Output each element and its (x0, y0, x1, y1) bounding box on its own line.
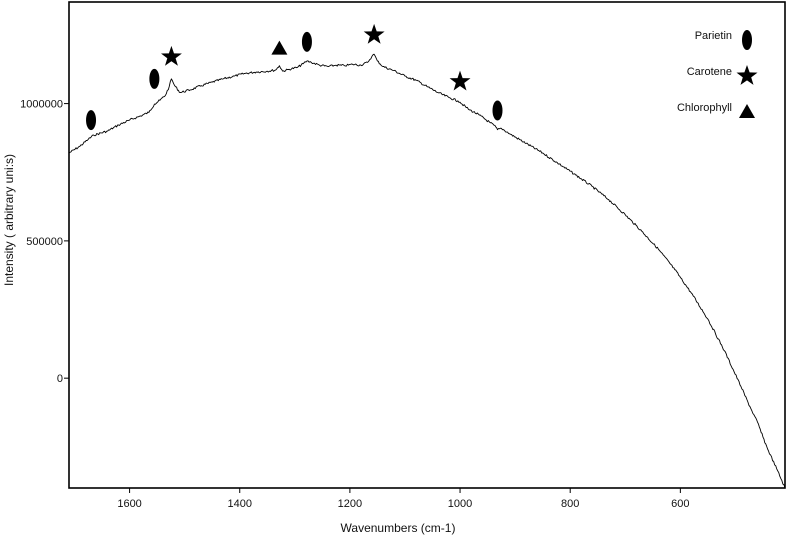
legend-entry-chlorophyll: Chlorophyll (677, 102, 755, 118)
x-tick-label: 1400 (227, 498, 251, 510)
parietin-ellipse-marker (301, 31, 312, 52)
y-tick-label: 1000000 (20, 99, 63, 111)
legend-parietin-ellipse-marker (742, 30, 752, 50)
legend-entry-parietin: Parietin (695, 30, 752, 50)
x-tick-label: 1000 (448, 498, 472, 510)
carotene-star-marker (161, 45, 182, 66)
legend: Parietin Carotene Chlorophyll (677, 30, 758, 118)
y-tick-label: 500000 (26, 236, 63, 248)
legend-chlorophyll-triangle-marker (739, 104, 755, 118)
legend-carotene-star-marker (736, 65, 758, 85)
legend-label: Chlorophyll (677, 102, 732, 114)
x-axis-ticks: 1600 1400 1200 1000 800 600 (117, 488, 690, 510)
y-axis-ticks: 0 500000 1000000 (20, 99, 69, 385)
carotene-star-marker (363, 23, 385, 44)
plot-frame (68, 1, 786, 489)
peak-markers (86, 23, 503, 131)
x-tick-label: 1600 (117, 498, 141, 510)
parietin-ellipse-marker (492, 100, 503, 121)
spectrum-line (68, 53, 786, 489)
x-tick-label: 1200 (338, 498, 362, 510)
legend-entry-carotene: Carotene (687, 65, 758, 85)
x-tick-label: 600 (671, 498, 689, 510)
x-tick-label: 800 (561, 498, 579, 510)
parietin-ellipse-marker (149, 68, 160, 89)
carotene-star-marker (449, 70, 471, 91)
legend-label: Carotene (687, 66, 732, 78)
legend-label: Parietin (695, 30, 732, 42)
y-axis-label: Intensity ( arbitrary uni:s) (2, 154, 16, 286)
parietin-ellipse-marker (86, 110, 97, 131)
x-axis-label: Wavenumbers (cm-1) (341, 521, 456, 535)
y-tick-label: 0 (57, 373, 63, 385)
chlorophyll-triangle-marker (271, 40, 288, 55)
